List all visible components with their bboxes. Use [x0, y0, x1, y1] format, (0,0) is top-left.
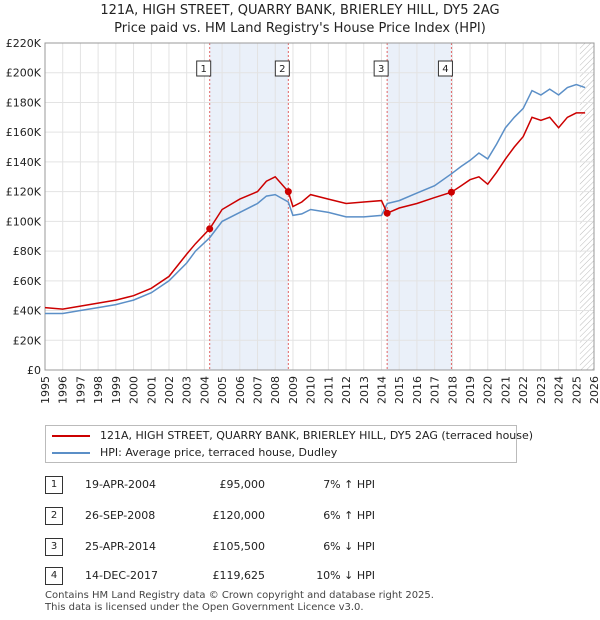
x-tick-label: 2022: [517, 376, 530, 404]
shaded-period: [387, 43, 452, 370]
x-tick-label: 2021: [499, 376, 512, 404]
x-tick-label: 2015: [393, 376, 406, 404]
footer: Contains HM Land Registry data © Crown c…: [45, 590, 434, 614]
x-tick-label: 2011: [322, 376, 335, 404]
sale-point: [284, 188, 292, 196]
y-tick-label: £180K: [6, 96, 42, 109]
sale-point: [383, 209, 391, 217]
x-tick-label: 2007: [252, 376, 265, 404]
sale-marker-box: [274, 60, 290, 77]
footer-licence: This data is licensed under the Open Gov…: [45, 602, 364, 613]
x-tick-label: 2003: [181, 376, 194, 404]
y-tick-label: £60K: [13, 275, 42, 288]
x-tick-label: 2006: [234, 376, 247, 404]
legend-label-property: 121A, HIGH STREET, QUARRY BANK, BRIERLEY…: [100, 429, 534, 442]
sale-marker-box: [437, 60, 453, 77]
sale-point: [206, 225, 214, 233]
chart-subtitle: Price paid vs. HM Land Registry's House …: [114, 21, 486, 36]
transaction-number: 2: [45, 507, 63, 525]
x-tick-label: 2026: [588, 376, 600, 404]
x-tick-label: 1998: [92, 376, 105, 404]
y-tick-label: £120K: [6, 186, 42, 199]
x-tick-label: 1996: [57, 376, 70, 404]
x-tick-label: 2016: [411, 376, 424, 404]
x-tick-label: 2023: [535, 376, 548, 404]
x-tick-label: 2017: [429, 376, 442, 404]
y-tick-label: £200K: [6, 67, 42, 80]
x-tick-label: 2018: [446, 376, 459, 404]
y-tick-label: £140K: [6, 156, 42, 169]
legend-label-hpi: HPI: Average price, terraced house, Dudl…: [100, 446, 338, 459]
sale-marker-box: [373, 60, 389, 77]
y-tick-label: £220K: [6, 37, 42, 50]
x-tick-label: 1999: [110, 376, 123, 404]
property-price-line: [44, 112, 586, 310]
x-tick-label: 2020: [482, 376, 495, 404]
plot-area: [45, 43, 594, 370]
y-tick-label: £0: [27, 364, 41, 377]
transaction-price: £105,500: [212, 540, 266, 553]
transaction-row: 2 26-SEP-2008 £120,000 6% ↑ HPI: [45, 507, 525, 529]
transaction-date: 19-APR-2004: [85, 478, 157, 491]
x-tick-label: 2004: [198, 376, 211, 404]
price-chart: £0 £20K £40K £60K £80K £100K £120K £140K £160K £1…: [6, 37, 600, 404]
transaction-row: 1 19-APR-2004 £95,000 7% ↑ HPI: [45, 476, 525, 498]
x-tick-label: 2009: [287, 376, 300, 404]
sale-marker-label: 4: [442, 64, 448, 75]
transaction-date: 26-SEP-2008: [85, 509, 156, 522]
x-tick-label: 2005: [216, 376, 229, 404]
chart-legend: 121A, HIGH STREET, QUARRY BANK, BRIERLEY…: [45, 425, 533, 463]
sale-marker-label: 1: [201, 64, 207, 75]
transaction-date: 25-APR-2014: [85, 540, 157, 553]
x-tick-label: 1995: [39, 376, 52, 404]
x-tick-label: 2001: [145, 376, 158, 404]
chart-title: 121A, HIGH STREET, QUARRY BANK, BRIERLEY…: [100, 3, 500, 18]
transaction-hpi-change: 7% ↑ HPI: [323, 478, 375, 491]
x-tick-label: 2000: [128, 376, 141, 404]
transaction-hpi-change: 10% ↓ HPI: [316, 569, 375, 582]
transaction-date: 14-DEC-2017: [85, 569, 159, 582]
y-tick-label: £40K: [13, 305, 42, 318]
y-tick-label: £160K: [6, 126, 42, 139]
plot-frame: [44, 42, 595, 371]
forecast-region: [579, 43, 594, 370]
transaction-hpi-change: 6% ↑ HPI: [323, 509, 375, 522]
x-tick-label: 2025: [570, 376, 583, 404]
sale-marker-label: 3: [378, 64, 384, 75]
legend-swatch-property: [52, 435, 90, 437]
shaded-period: [209, 43, 289, 370]
sale-marker-box: [196, 60, 212, 77]
sale-point: [447, 188, 455, 196]
transaction-number: 1: [45, 476, 63, 494]
transaction-price: £95,000: [219, 478, 266, 491]
x-tick-label: 2008: [269, 376, 282, 404]
sale-marker-label: 2: [279, 64, 285, 75]
transaction-row: 4 14-DEC-2017 £119,625 10% ↓ HPI: [45, 567, 525, 589]
transaction-row: 3 25-APR-2014 £105,500 6% ↓ HPI: [45, 538, 525, 560]
y-tick-label: £20K: [13, 334, 42, 347]
x-tick-label: 1997: [74, 376, 87, 404]
transaction-number: 3: [45, 538, 63, 556]
x-tick-label: 2019: [464, 376, 477, 404]
footer-copyright: Contains HM Land Registry data © Crown c…: [45, 590, 434, 601]
x-tick-label: 2014: [375, 376, 388, 404]
y-tick-label: £100K: [6, 215, 42, 228]
legend-swatch-hpi: [52, 452, 90, 454]
transaction-price: £120,000: [212, 509, 266, 522]
x-tick-label: 2010: [305, 376, 318, 404]
x-tick-label: 2012: [340, 376, 353, 404]
x-tick-label: 2013: [358, 376, 371, 404]
transaction-price: £119,625: [212, 569, 266, 582]
y-tick-label: £80K: [13, 245, 42, 258]
transaction-number: 4: [45, 567, 63, 585]
hpi-line: [45, 83, 586, 315]
x-tick-label: 2024: [553, 376, 566, 404]
x-tick-label: 2002: [163, 376, 176, 404]
transaction-hpi-change: 6% ↓ HPI: [323, 540, 375, 553]
